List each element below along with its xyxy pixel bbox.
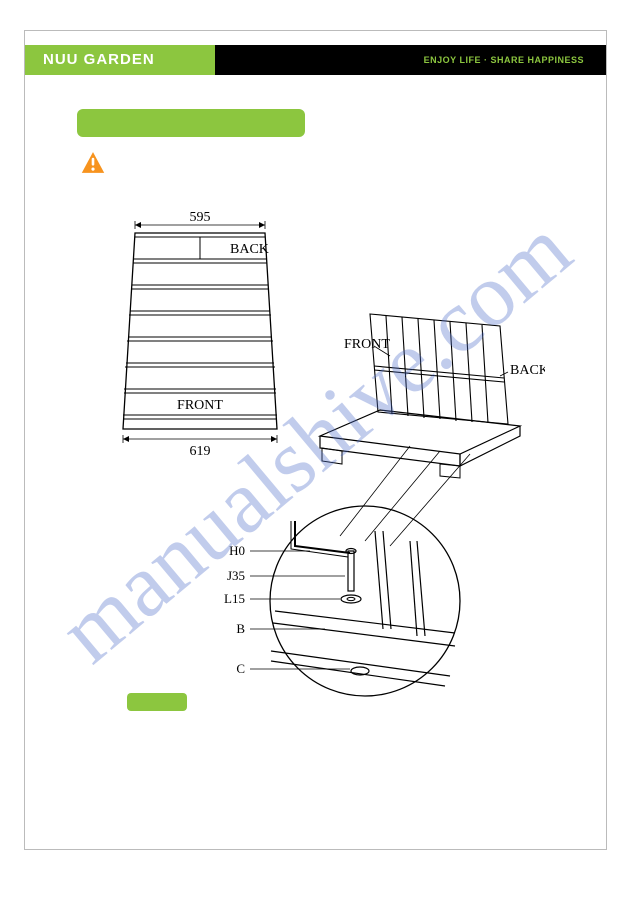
- callout-b: B: [236, 621, 245, 636]
- assembly-diagram: 595: [105, 211, 545, 711]
- brand-name: NUU GARDEN: [25, 45, 215, 75]
- dim-bottom: 619: [190, 444, 211, 459]
- callout-l15: L15: [224, 591, 245, 606]
- warning-icon: [79, 149, 107, 177]
- callout-j35: J35: [227, 568, 245, 583]
- callout-h0: H0: [229, 543, 245, 558]
- dim-top: 595: [190, 211, 211, 225]
- persp-front-label: FRONT: [344, 337, 390, 352]
- flat-back-label: BACK: [230, 242, 269, 257]
- flat-panel-drawing: 595: [123, 211, 277, 459]
- persp-back-label: BACK: [510, 363, 545, 378]
- flat-front-label: FRONT: [177, 398, 223, 413]
- small-green-tag: [127, 693, 187, 711]
- detail-circle: H0 J35 L15 B C: [224, 506, 460, 696]
- header-bar: NUU GARDEN ENJOY LIFE · SHARE HAPPINESS: [25, 45, 606, 75]
- callout-c: C: [236, 661, 245, 676]
- perspective-drawing: FRONT BACK: [320, 314, 545, 546]
- manual-page: NUU GARDEN ENJOY LIFE · SHARE HAPPINESS …: [24, 30, 607, 850]
- section-title-box: [77, 109, 305, 137]
- brand-tagline: ENJOY LIFE · SHARE HAPPINESS: [215, 45, 606, 75]
